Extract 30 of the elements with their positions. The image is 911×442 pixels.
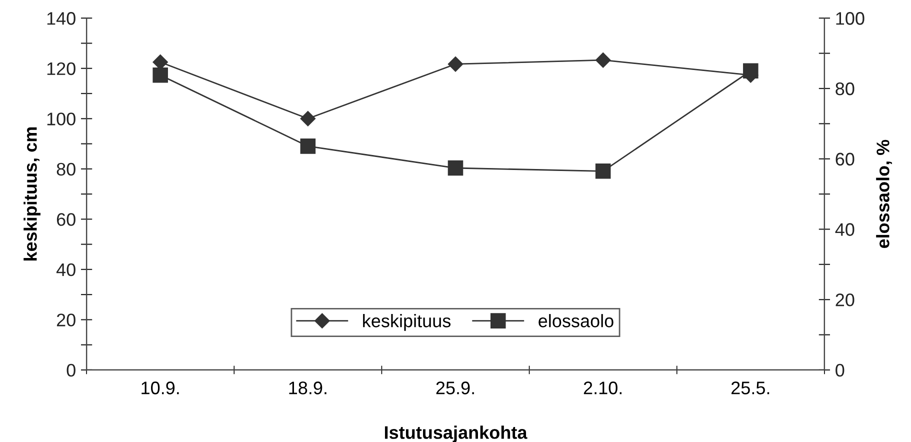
point [596,52,611,68]
y2-tick-label: 0 [836,364,844,377]
x-tick-label: 25.5. [731,382,770,394]
x-tick-label: 25.9. [436,382,474,394]
point [448,160,464,176]
y-tick-label: 120 [47,62,76,76]
y2-tick-label: 80 [836,82,854,96]
y2-tick-label: 40 [835,223,854,236]
x-tick-label: 2.10. [584,382,622,394]
point [300,111,316,126]
y2-tick-label: 20 [836,294,854,306]
y-axis-title: keskipituus, cm [24,127,40,261]
y-tick-label: 140 [47,12,76,25]
legend-label: elossaolo [538,314,614,328]
y-tick-label: 40 [56,263,76,276]
y-tick-label: 0 [66,364,76,377]
y-tick-label: 100 [47,112,76,126]
x-tick-label: 10.9. [142,382,179,394]
point [300,138,316,154]
y2-tick-label: 100 [836,12,864,25]
y-tick-label: 80 [56,162,76,176]
point [152,67,168,83]
y2-tick-label: 60 [836,152,854,166]
legend-label: keskipituus [363,314,451,331]
x-tick-label: 18.9. [289,382,326,394]
y-tick-label: 60 [56,213,76,226]
y2-axis-title: elossaolo, % [876,140,892,248]
y-tick-label: 20 [56,314,76,326]
point [448,56,464,72]
point [595,164,611,179]
